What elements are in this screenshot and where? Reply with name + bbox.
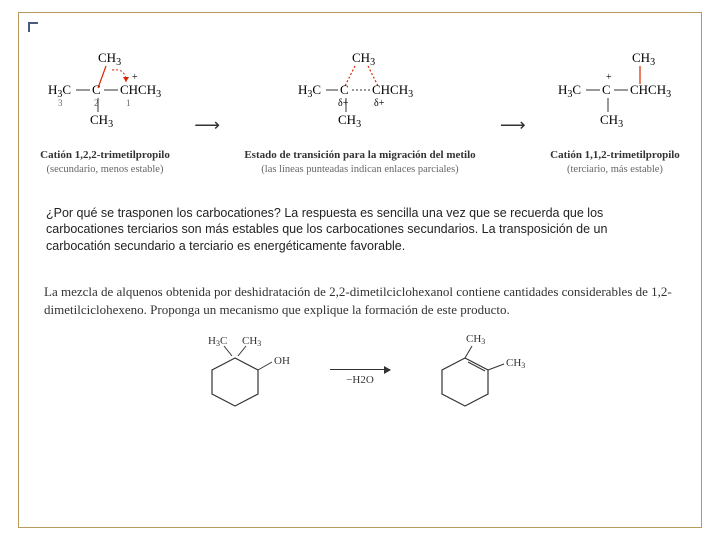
reaction-condition: −H2O <box>346 374 374 386</box>
reaction-arrow: −H2O <box>330 369 390 386</box>
ch3-top-2: CH3 <box>352 50 375 68</box>
structure-secondary-cation: CH3 + H3C C CHCH3 CH3 3 2 1 <box>40 50 170 177</box>
svg-text:1: 1 <box>126 98 131 108</box>
ch3-bottom-3: CH3 <box>600 112 623 130</box>
caption-1-main: Catión 1,2,2-trimetilpropilo <box>40 149 170 161</box>
delta-left: δ+ <box>338 98 349 109</box>
problem-statement: La mezcla de alquenos obtenida por deshi… <box>40 283 680 318</box>
svg-text:3: 3 <box>58 98 63 108</box>
caption-1: Catión 1,2,2-trimetilpropilo (secundario… <box>40 148 170 177</box>
ch3-bottom-2: CH3 <box>338 112 361 130</box>
svg-text:2: 2 <box>94 98 99 108</box>
structure-transition-state: CH3 H3C C CHCH3 δ+ δ+ CH3 Estado de tran… <box>244 50 475 177</box>
caption-2-main: Estado de transición para la migración d… <box>244 149 475 161</box>
h3c-left-3: H3C <box>558 82 581 100</box>
caption-3: Catión 1,1,2-trimetilpropilo (terciario,… <box>550 148 680 177</box>
structure3-svg: CH3 + H3C C CHCH3 CH3 <box>550 50 680 136</box>
c-center-1: C <box>92 82 101 97</box>
caption-2: Estado de transición para la migración d… <box>244 148 475 177</box>
caption-2-sub: (las líneas punteadas indican enlaces pa… <box>261 164 458 175</box>
dehydration-reaction: H3C CH3 OH −H2O CH3 CH3 <box>40 332 680 422</box>
chem-structure-3: CH3 + H3C C CHCH3 CH3 <box>550 50 680 140</box>
svg-text:C: C <box>340 82 349 97</box>
chem-structure-2: CH3 H3C C CHCH3 δ+ δ+ CH3 <box>290 50 430 140</box>
caption-3-sub: (terciario, más estable) <box>567 164 663 175</box>
caption-3-main: Catión 1,1,2-trimetilpropilo <box>550 149 680 161</box>
structure1-svg: CH3 + H3C C CHCH3 CH3 3 2 1 <box>40 50 170 136</box>
ch3-bottom-1: CH3 <box>90 112 113 130</box>
delta-right: δ+ <box>374 98 385 109</box>
ch3-top-3: CH3 <box>632 50 655 68</box>
reactant-oh: OH <box>274 355 290 367</box>
ch3-top-1: CH3 <box>98 50 121 68</box>
structure2-svg: CH3 H3C C CHCH3 δ+ δ+ CH3 <box>290 50 430 136</box>
structure-tertiary-cation: CH3 + H3C C CHCH3 CH3 Catión 1,1,2-trime… <box>550 50 680 177</box>
reactant-cyclohexanol: H3C CH3 OH <box>190 332 300 422</box>
product-cyclohexene: CH3 CH3 <box>420 332 530 422</box>
arrow-2: ⟶ <box>500 115 526 136</box>
explanation-paragraph: ¿Por qué se trasponen los carbocationes?… <box>40 205 680 256</box>
carbocation-rearrangement-scheme: CH3 + H3C C CHCH3 CH3 3 2 1 <box>40 50 680 177</box>
corner-accent <box>28 22 38 32</box>
chem-structure-1: CH3 + H3C C CHCH3 CH3 3 2 1 <box>40 50 170 140</box>
h3c-left-2: H3C <box>298 82 321 100</box>
product-ch3-side: CH3 <box>506 357 525 370</box>
slide-content: CH3 + H3C C CHCH3 CH3 3 2 1 <box>40 50 680 422</box>
caption-1-sub: (secundario, menos estable) <box>47 164 164 175</box>
product-ch3-top: CH3 <box>466 333 485 346</box>
svg-text:C: C <box>602 82 611 97</box>
arrow-1: ⟶ <box>194 115 220 136</box>
chch3-right-3: CHCH3 <box>630 82 671 100</box>
reactant-ch3: CH3 <box>242 335 261 348</box>
